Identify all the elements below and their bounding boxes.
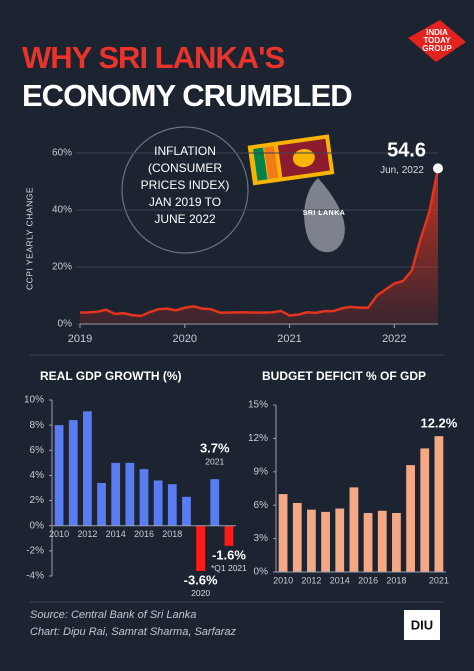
annotation: JUNE 2022 (154, 212, 216, 226)
value-label: -3.6% (184, 572, 218, 587)
y-tick-label: 0% (58, 319, 73, 330)
x-tick-label: 2020 (173, 333, 197, 345)
x-tick-label: 2016 (134, 529, 154, 539)
annotation: JAN 2019 TO (149, 195, 221, 209)
bar (335, 508, 345, 572)
bar (224, 525, 234, 546)
value-label: -1.6% (212, 547, 246, 562)
bar (182, 496, 191, 526)
bar (82, 411, 92, 526)
x-tick-label: 2021 (277, 333, 301, 345)
peak-label: 54.6 (387, 140, 426, 162)
bar (307, 509, 316, 572)
bar (321, 511, 330, 572)
x-tick-label: 2016 (358, 575, 378, 585)
y-tick-label: 15% (248, 400, 268, 411)
bar (196, 525, 206, 571)
logo-text: INDIA (426, 28, 448, 37)
y-tick-label: 20% (52, 262, 72, 273)
x-tick-label: 2018 (386, 575, 406, 585)
bar (420, 448, 430, 572)
bar (153, 480, 163, 526)
area (80, 168, 438, 324)
credit: Chart: Dipu Rai, Samrat Sharma, Sarfaraz (30, 626, 237, 638)
y-tick-label: 8% (30, 420, 45, 431)
flag-stripe (264, 146, 279, 180)
bar (392, 512, 401, 572)
x-tick-label: 2022 (382, 333, 406, 345)
y-tick-label: -2% (26, 545, 44, 556)
bar (111, 462, 121, 526)
bar (54, 425, 64, 526)
annotation: INFLATION (154, 144, 216, 158)
y-tick-label: 6% (30, 445, 45, 456)
peak-note: Jun, 2022 (380, 165, 424, 176)
category-label: *Q1 2021 (211, 563, 247, 573)
y-tick-label: 0% (30, 520, 45, 531)
flag (247, 134, 335, 186)
logo: INDIA TODAY GROUP (408, 20, 466, 62)
bar (363, 512, 373, 572)
bar (349, 487, 359, 572)
annotation: PRICES INDEX) (141, 178, 230, 192)
annotation: (CONSUMER (148, 161, 222, 175)
y-tick-label: 4% (30, 470, 45, 481)
bar (167, 484, 177, 526)
bar (434, 436, 444, 572)
bar (377, 510, 387, 572)
chart-title: REAL GDP GROWTH (%) (40, 369, 182, 383)
category-label: 2020 (191, 588, 210, 598)
y-tick-label: -4% (26, 571, 44, 582)
x-tick-label: 2010 (49, 529, 69, 539)
x-tick-label: 2014 (106, 529, 126, 539)
bar (139, 469, 149, 526)
map-label: SRI LANKA (303, 210, 346, 217)
category-label: 2021 (205, 456, 224, 466)
bar (68, 420, 78, 526)
x-tick-label: 2012 (301, 575, 321, 585)
bar (292, 502, 302, 572)
y-tick-label: 40% (52, 205, 72, 216)
x-tick-label: 2010 (273, 575, 293, 585)
x-tick-label: 2018 (162, 529, 182, 539)
bar (97, 482, 106, 526)
title-line-1: WHY SRI LANKA'S (22, 40, 285, 75)
line (79, 168, 440, 318)
y-tick-label: 2% (30, 495, 45, 506)
bar (278, 494, 288, 572)
peak-point (433, 163, 443, 174)
bar (125, 462, 135, 526)
diu-logo-box (404, 610, 440, 640)
chart-title: BUDGET DEFICIT % OF GDP (262, 369, 426, 383)
logo-shape (408, 20, 466, 62)
x-tick-label: 2019 (68, 333, 92, 345)
bar (406, 465, 415, 572)
y-tick-label: 12% (248, 433, 268, 444)
y-tick-label: 3% (254, 533, 269, 544)
flag-lion (292, 149, 315, 168)
y-tick-label: 9% (254, 466, 269, 477)
x-tick-label: 2021 (429, 575, 449, 585)
y-tick-label: 0% (254, 567, 269, 578)
map-shape (304, 178, 345, 253)
value-label: 12.2% (420, 416, 457, 431)
logo-text: TODAY (423, 36, 451, 45)
y-tick-label: 10% (24, 395, 44, 406)
title-line-2: ECONOMY CRUMBLED (22, 78, 352, 113)
flag-stripe (253, 147, 268, 181)
annotation-circle (121, 126, 249, 254)
y-tick-label: 60% (52, 148, 72, 159)
y-axis-title: CCPI YEARLY CHANGE (24, 187, 34, 290)
source: Source: Central Bank of Sri Lanka (30, 609, 196, 621)
logo-text: GROUP (422, 44, 452, 53)
x-tick-label: 2014 (330, 575, 350, 585)
diu-logo: DIU (411, 617, 433, 632)
y-tick-label: 6% (254, 500, 269, 511)
bar (210, 479, 220, 526)
x-tick-label: 2012 (77, 529, 97, 539)
value-label: 3.7% (200, 441, 230, 456)
